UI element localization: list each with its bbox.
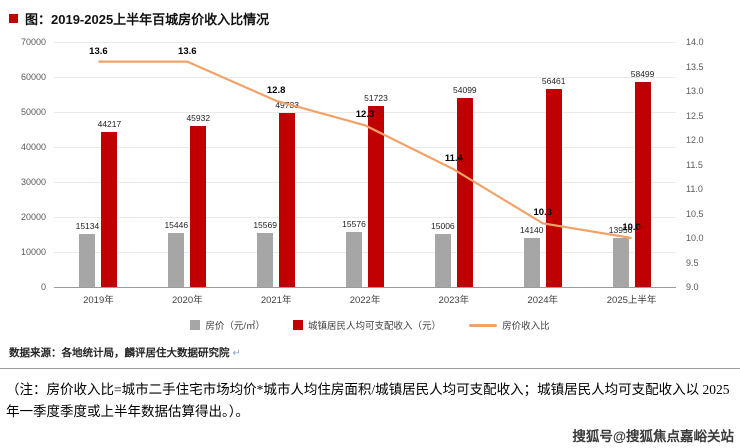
y-axis-left: 0 10000 20000 30000 40000 50000 60000 70000 (0, 37, 48, 292)
legend-label: 城镇居民人均可支配收入（元） (308, 321, 442, 332)
legend-item: 房价（元/㎡） (190, 318, 265, 332)
bar-income (279, 112, 296, 287)
ratio-line (98, 60, 632, 240)
bar-value-label: 58499 (630, 69, 655, 80)
line-value-label: 12.8 (266, 84, 286, 96)
y-axis-right-tick: 11.0 (686, 184, 703, 194)
bar-income (101, 132, 118, 287)
y-axis-right-tick: 12.5 (686, 110, 704, 121)
bar-value-label: 54099 (453, 84, 477, 95)
plot-area: 15134 44217 15446 45932 15569 49733 15576 51723… (54, 42, 676, 288)
line-value-label: 10.0 (622, 222, 641, 233)
bar-income (368, 105, 384, 287)
y-axis-right-tick: 10.0 (686, 233, 704, 243)
y-axis-right-tick: 10.5 (686, 208, 704, 219)
bar-income (190, 126, 207, 287)
legend-swatch-line (469, 323, 498, 327)
watermark: 搜狐号@搜狐焦点嘉峪关站 (572, 429, 734, 444)
legend: 房价（元/㎡） 城镇居民人均可支配收入（元） 房价收入比 (0, 318, 740, 332)
legend-item: 城镇居民人均可支配收入（元） (293, 318, 441, 332)
y-axis-right: 9.0 9.5 10.0 10.5 11.0 11.5 12.0 12.5 13.0 13.5 14… (682, 37, 734, 292)
legend-item: 房价收入比 (469, 318, 550, 332)
bar-house-price (168, 232, 185, 287)
bar-value-label: 13956 (608, 225, 633, 236)
line-value-label: 13.6 (178, 45, 197, 57)
bar-value-label: 44217 (97, 119, 122, 130)
line-value-label: 12.3 (355, 109, 375, 121)
note-text: （注：房价收入比=城市二手住宅市场均价*城市人均住房面积/城镇居民人均可支配收入… (6, 382, 730, 420)
y-axis-right-tick: 11.5 (686, 159, 703, 170)
bar-income (545, 89, 562, 287)
x-axis-labels: 2019年 2020年 2021年 2022年 2023年 2024年 2025上半年 (54, 292, 676, 306)
y-axis-left-tick: 40000 (20, 142, 46, 152)
gridline (54, 147, 676, 148)
x-axis-label: 2023年 (438, 295, 470, 306)
line-value-label: 13.6 (89, 45, 108, 57)
legend-swatch-bar (293, 320, 304, 330)
gridline (54, 252, 676, 253)
y-axis-right-tick: 13.0 (686, 86, 704, 96)
bar-value-label: 51723 (364, 92, 388, 103)
bar-value-label: 56461 (541, 76, 566, 87)
y-axis-left-tick: 50000 (20, 107, 46, 117)
bar-income (634, 82, 651, 287)
y-axis-right-tick: 9.0 (686, 282, 699, 292)
bar-value-label: 45932 (186, 113, 211, 124)
gridline (54, 77, 676, 78)
x-axis-label: 2024年 (527, 295, 559, 306)
y-axis-left-tick: 30000 (20, 177, 46, 187)
title-bullet-icon (9, 14, 18, 23)
x-axis-label: 2019年 (83, 295, 114, 306)
bar-value-label: 15006 (431, 221, 455, 232)
source-text: 数据来源：各地统计局，麟评居住大数据研究院 (9, 347, 230, 359)
legend-swatch-bar (190, 320, 201, 330)
chart: 0 10000 20000 30000 40000 50000 60000 70000 151… (0, 37, 740, 292)
bar-value-label: 15569 (253, 219, 277, 230)
y-axis-right-tick: 9.5 (686, 257, 699, 268)
chart-header: 图：2019-2025上半年百城房价收入比情况 (9, 9, 269, 28)
gridline (54, 217, 676, 218)
paragraph-mark: ↵ (232, 348, 241, 359)
bar-house-price (79, 234, 96, 287)
bar-value-label: 15446 (164, 219, 189, 230)
bar-value-label: 15134 (75, 221, 100, 232)
bar-house-price (434, 234, 451, 287)
y-axis-left-tick: 20000 (20, 212, 46, 222)
bar-value-label: 15576 (342, 219, 366, 230)
legend-label: 房价收入比 (502, 321, 550, 332)
legend-label: 房价（元/㎡） (205, 321, 266, 332)
x-axis-label: 2025上半年 (606, 295, 657, 306)
bar-house-price (346, 232, 362, 287)
gridline (54, 182, 676, 183)
y-axis-left-tick: 10000 (20, 247, 46, 257)
source-row: 数据来源：各地统计局，麟评居住大数据研究院 ↵ (9, 345, 241, 360)
line-value-label: 11.4 (444, 153, 463, 165)
line-value-label: 10.3 (533, 207, 552, 219)
chart-title: 图：2019-2025上半年百城房价收入比情况 (25, 12, 270, 27)
bar-house-price (523, 237, 540, 287)
gridline (54, 112, 676, 113)
x-axis-label: 2022年 (349, 295, 381, 306)
x-axis-label: 2020年 (171, 295, 203, 306)
y-axis-right-tick: 14.0 (686, 37, 704, 47)
gridline (54, 42, 676, 43)
y-axis-right-tick: 13.5 (686, 61, 704, 72)
y-axis-left-tick: 70000 (20, 37, 46, 47)
gridline (54, 287, 676, 288)
y-axis-left-tick: 60000 (20, 72, 46, 82)
y-axis-right-tick: 12.0 (686, 135, 704, 145)
bar-house-price (612, 238, 629, 287)
divider (0, 368, 740, 369)
y-axis-left-tick: 0 (40, 282, 46, 292)
x-axis-label: 2021年 (260, 295, 292, 306)
bar-income (456, 97, 473, 287)
bar-house-price (257, 232, 274, 287)
bar-value-label: 14140 (519, 224, 544, 235)
